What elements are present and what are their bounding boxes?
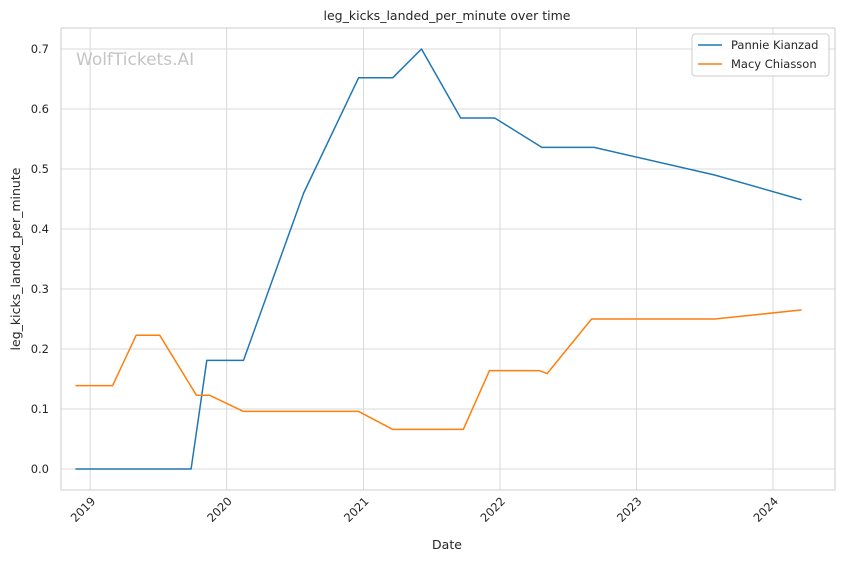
x-tick-label: 2022 <box>477 494 508 525</box>
x-axis-title: Date <box>432 537 462 552</box>
x-tick-label: 2023 <box>614 494 645 525</box>
y-axis-title: leg_kicks_landed_per_minute <box>8 167 23 350</box>
chart-title: leg_kicks_landed_per_minute over time <box>324 8 571 23</box>
series-line-pannie-kianzad <box>75 48 802 470</box>
y-tick-label: 0.1 <box>31 402 49 416</box>
y-tick-label: 0.3 <box>31 282 49 296</box>
watermark-text: WolfTickets.AI <box>76 50 194 70</box>
x-tick-label: 2021 <box>341 494 372 525</box>
legend-box <box>691 33 830 77</box>
y-tick-label: 0.6 <box>31 102 49 116</box>
y-tick-label: 0.0 <box>31 462 49 476</box>
tick-layer: 0.0 0.1 0.2 0.3 0.4 0.5 0.6 0.7 2019 2020 2021 2022… <box>31 42 781 525</box>
grid-layer <box>61 28 835 490</box>
legend: Pannie Kianzad Macy Chiasson <box>691 33 830 77</box>
y-tick-label: 0.4 <box>31 222 49 236</box>
x-tick-label: 2020 <box>204 494 235 525</box>
legend-label-macy-chiasson: Macy Chiasson <box>731 57 817 71</box>
y-tick-label: 0.7 <box>31 42 49 56</box>
x-tick-label: 2024 <box>750 494 781 525</box>
series-line-macy-chiasson <box>75 309 802 431</box>
legend-label-pannie-kianzad: Pannie Kianzad <box>731 38 818 52</box>
series-layer <box>75 48 802 470</box>
y-tick-label: 0.5 <box>31 162 49 176</box>
plot-area <box>60 27 836 491</box>
x-tick-label: 2019 <box>68 494 99 525</box>
y-tick-label: 0.2 <box>31 342 49 356</box>
